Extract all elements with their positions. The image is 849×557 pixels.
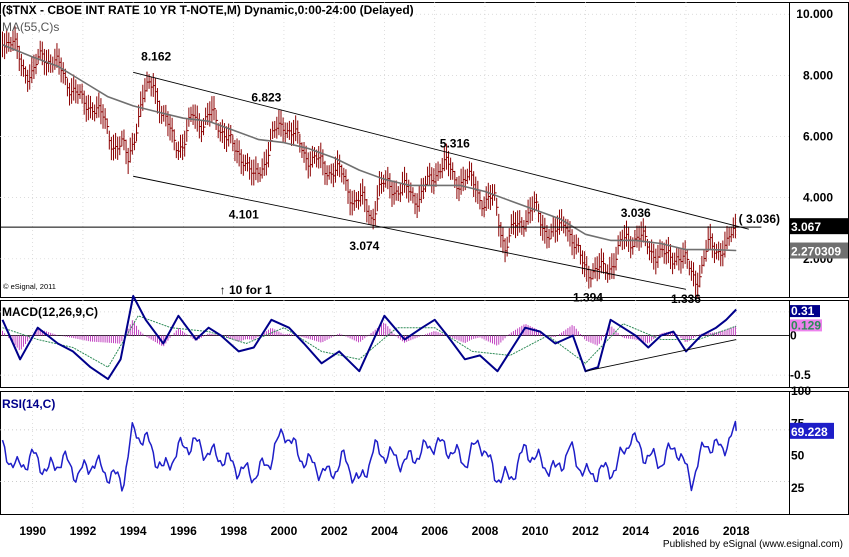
price-bars bbox=[2, 26, 738, 299]
price-annotation-6: 3.074 bbox=[349, 239, 379, 253]
price-last-tag: 3.067 bbox=[791, 220, 821, 234]
price-last-tag-group: 3.067 bbox=[790, 218, 848, 235]
price-annotation-4: ( 3.036) bbox=[739, 212, 780, 226]
price-y-tick-label: 4.000 bbox=[803, 191, 833, 205]
x-tick-label-2008: 2008 bbox=[472, 524, 499, 538]
price-annotation-9: ↑ 10 for 1 bbox=[220, 283, 272, 297]
price-annotation-7: 1.394 bbox=[573, 290, 603, 304]
price-annotation-5: 4.101 bbox=[229, 208, 259, 222]
price-watermark: © eSignal, 2011 bbox=[3, 282, 56, 291]
price-annotation-8: 1.336 bbox=[671, 292, 701, 306]
price-annotation-1: 6.823 bbox=[251, 90, 281, 104]
moving-average-line bbox=[2, 44, 737, 252]
x-tick-label-1998: 1998 bbox=[220, 524, 247, 538]
rsi-y-tick-label: 100 bbox=[791, 384, 811, 398]
macd-value-tags: 0.310.129 bbox=[790, 304, 822, 332]
macd-signal-line bbox=[2, 315, 737, 368]
x-tick-label-2010: 2010 bbox=[522, 524, 549, 538]
rsi-title: RSI(14,C) bbox=[2, 397, 55, 411]
signal-tag-bg bbox=[790, 319, 822, 332]
price-annotation-2: 5.316 bbox=[440, 136, 470, 150]
price-annotation-3: 3.036 bbox=[621, 206, 651, 220]
price-y-tick-label: 6.000 bbox=[803, 130, 833, 144]
price-subtitle: MA(55,C)s bbox=[2, 20, 59, 34]
x-tick-label-2012: 2012 bbox=[572, 524, 599, 538]
x-tick-label-1990: 1990 bbox=[19, 524, 46, 538]
price-annotation-0: 8.162 bbox=[141, 49, 171, 63]
x-tick-label-1996: 1996 bbox=[170, 524, 197, 538]
signal-tag: 0.129 bbox=[791, 318, 821, 332]
price-last-tag-bg bbox=[790, 218, 848, 235]
price-y-tick-label: 8.000 bbox=[803, 68, 833, 82]
rsi-y-tick-label: 50 bbox=[791, 449, 805, 463]
x-tick-label-2006: 2006 bbox=[421, 524, 448, 538]
macd-tag: 0.31 bbox=[791, 304, 815, 318]
macd-trendline bbox=[585, 339, 737, 372]
ma-last-tag-bg bbox=[790, 242, 848, 259]
footer-credit: Published by eSignal (www.esignal.com) bbox=[662, 539, 843, 550]
rsi-y-tick-label: 25 bbox=[791, 481, 805, 495]
x-tick-label-2014: 2014 bbox=[622, 524, 649, 538]
macd-tag-bg bbox=[790, 305, 820, 318]
x-tick-label-2002: 2002 bbox=[321, 524, 348, 538]
x-tick-label-2000: 2000 bbox=[271, 524, 298, 538]
x-tick-label-1994: 1994 bbox=[120, 524, 147, 538]
macd-y-tick-label: 0 bbox=[790, 329, 797, 343]
macd-y-tick-label: -0.5 bbox=[790, 368, 811, 382]
rsi-line bbox=[1, 420, 737, 492]
x-tick-label-2016: 2016 bbox=[673, 524, 700, 538]
x-tick-label-2004: 2004 bbox=[371, 524, 398, 538]
price-trendline-0 bbox=[133, 71, 749, 230]
ma-last-tag-group: 2.270309 bbox=[790, 242, 848, 259]
macd-title: MACD(12,26,9,C) bbox=[2, 305, 98, 319]
ma-last-tag: 2.270309 bbox=[791, 245, 841, 259]
price-title: ($TNX - CBOE INT RATE 10 YR T-NOTE,M) Dy… bbox=[2, 3, 414, 17]
x-tick-label-2018: 2018 bbox=[723, 524, 750, 538]
rsi-tag-bg bbox=[790, 422, 834, 439]
x-tick-label-1992: 1992 bbox=[70, 524, 97, 538]
price-trendline-1 bbox=[133, 175, 687, 290]
rsi-tag: 69.228 bbox=[791, 425, 828, 439]
macd-line bbox=[1, 295, 737, 381]
rsi-value-tag: 69.228 bbox=[790, 422, 834, 439]
price-y-tick-label: 10.000 bbox=[796, 7, 833, 21]
